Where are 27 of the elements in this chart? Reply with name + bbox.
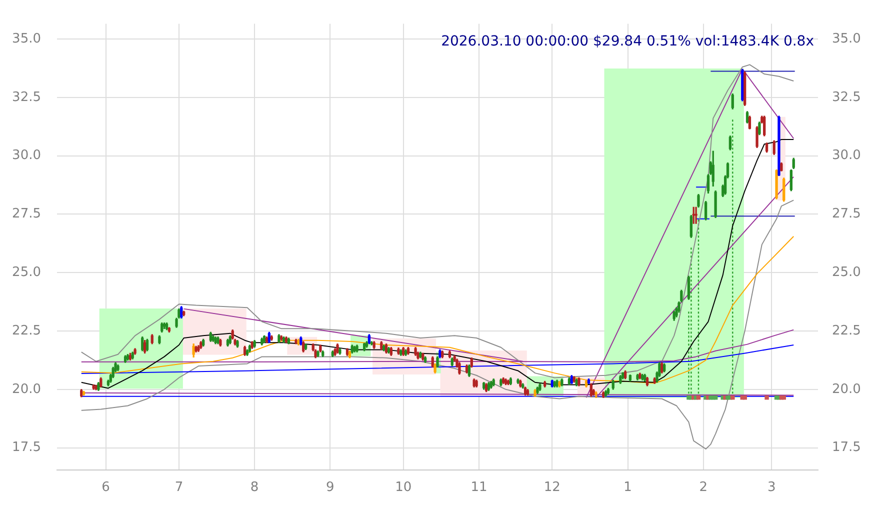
x-tick-label: 8 (250, 480, 259, 496)
y2-tick-label: 32.5 (832, 90, 861, 105)
y2-tick-label: 17.5 (832, 440, 861, 456)
y-tick-label: 25.0 (12, 264, 41, 280)
y-tick-label: 30.0 (12, 148, 41, 164)
x-tick-label: 6 (102, 480, 110, 496)
x-tick-label: 12 (544, 480, 560, 496)
y-tick-label: 17.5 (12, 440, 41, 456)
y2-tick-label: 27.5 (832, 206, 861, 222)
y2-tick-label: 20.0 (832, 382, 861, 397)
y-tick-label: 27.5 (12, 206, 41, 222)
x-tick-label: 10 (395, 480, 412, 496)
text: 2026.03.10 00:00:00 $29.84 0.51% vol:1483.4K 0.8x (441, 33, 814, 50)
y-tick-label: 35.0 (12, 31, 41, 46)
y2-tick-label: 30.0 (832, 148, 861, 164)
y2-tick-label: 25.0 (832, 264, 861, 280)
x-tick-label: 9 (326, 480, 334, 496)
y-tick-label: 20.0 (12, 382, 41, 397)
y-tick-label: 22.5 (12, 323, 41, 338)
y2-tick-label: 35.0 (832, 31, 861, 46)
y2-tick-label: 22.5 (832, 323, 861, 338)
x-tick-label: 2 (699, 480, 708, 496)
x-tick-label: 11 (470, 480, 488, 496)
x-tick-label: 3 (768, 480, 776, 496)
x-tick-label: 1 (624, 480, 632, 496)
x-tick-label: 7 (174, 480, 184, 496)
y-tick-label: 32.5 (12, 90, 41, 105)
